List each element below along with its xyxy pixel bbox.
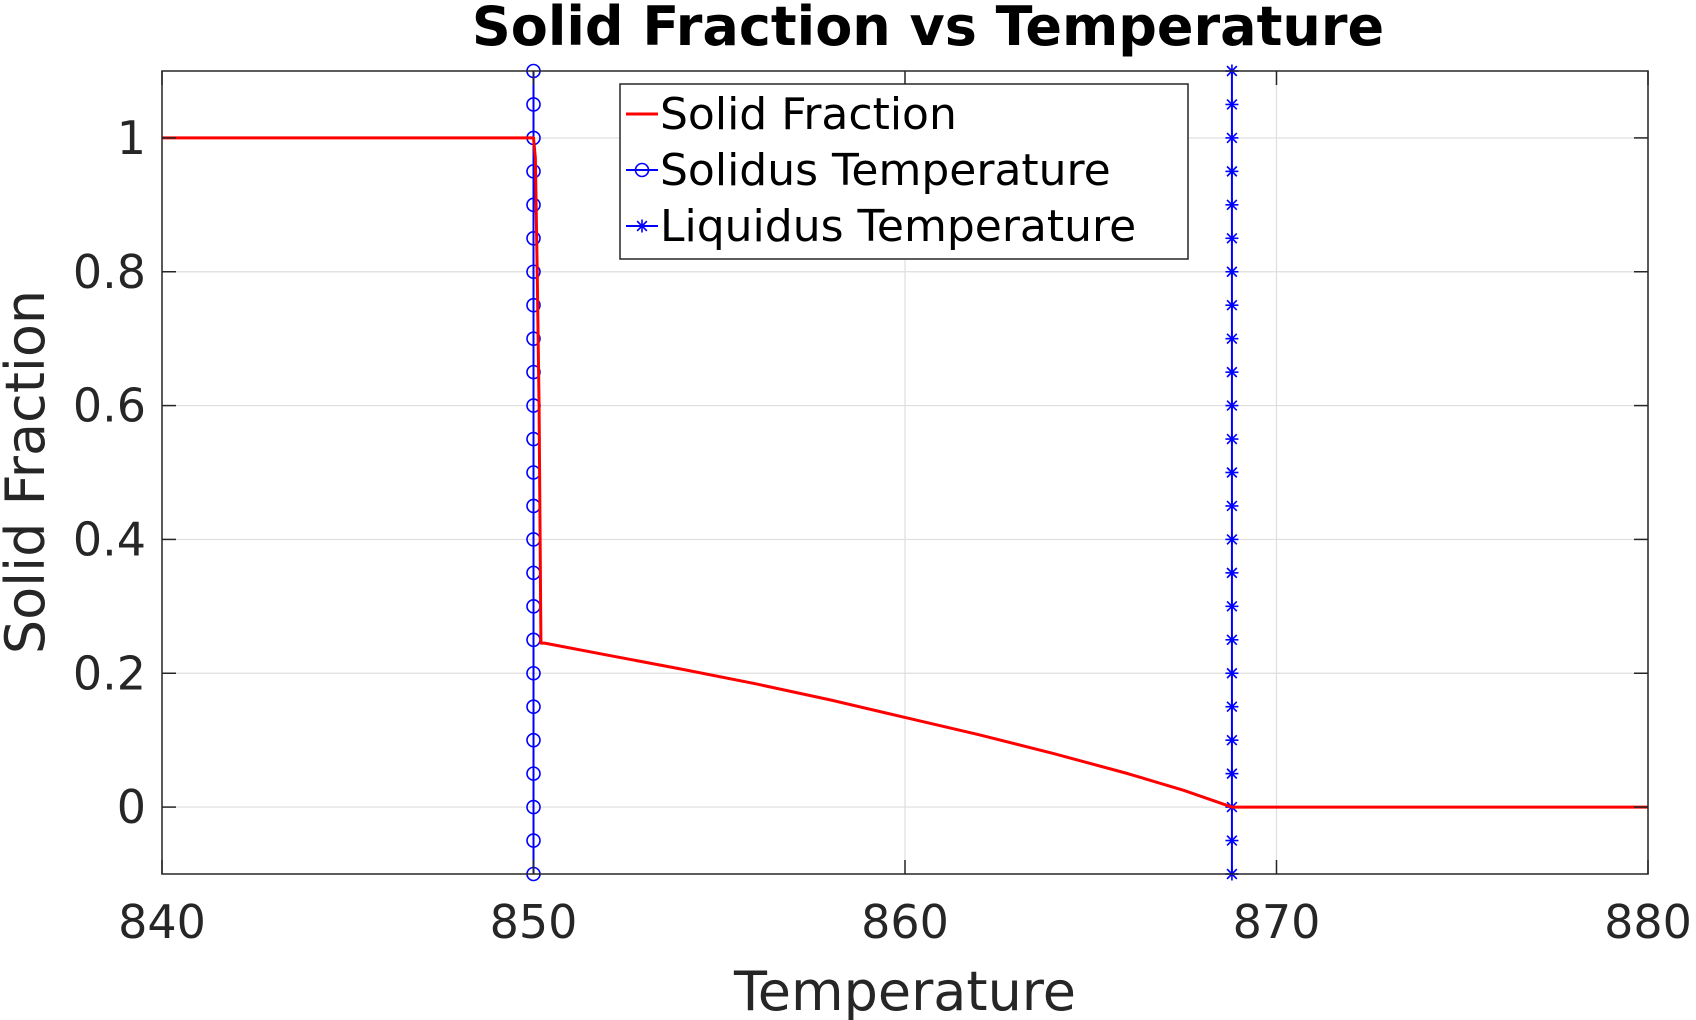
data-point-marker <box>526 732 541 748</box>
data-point-marker <box>526 331 541 346</box>
data-point-marker <box>1225 700 1239 714</box>
legend-item: Solid Fraction <box>626 89 957 140</box>
data-point-marker <box>526 799 541 815</box>
data-point-marker <box>1225 332 1239 346</box>
legend-label: Solid Fraction <box>660 89 957 140</box>
data-point-marker <box>526 833 541 848</box>
data-point-marker <box>1225 733 1239 747</box>
data-point-marker <box>1225 532 1239 546</box>
y-tick-label: 0.2 <box>73 646 146 700</box>
legend-item: Solidus Temperature <box>626 145 1111 196</box>
series-solid-fraction <box>162 136 1648 809</box>
legend-label: Liquidus Temperature <box>660 201 1136 252</box>
y-tick-label: 0.4 <box>73 512 146 566</box>
data-point-marker <box>1225 164 1239 178</box>
data-point-marker <box>526 164 541 179</box>
legend-marker <box>635 219 649 233</box>
x-tick-label: 870 <box>1233 895 1321 949</box>
data-point-marker <box>1225 834 1239 848</box>
data-point-marker <box>1225 399 1239 413</box>
x-tick-label: 880 <box>1604 895 1692 949</box>
x-axis-label: Temperature <box>733 960 1076 1020</box>
data-point-marker <box>526 665 541 681</box>
data-point-marker <box>526 297 541 313</box>
data-point-marker <box>1225 432 1239 446</box>
legend-label: Solidus Temperature <box>660 145 1111 196</box>
data-point-marker <box>1225 466 1239 479</box>
chart-title: Solid Fraction vs Temperature <box>472 0 1384 58</box>
y-tick-label: 0.6 <box>73 379 146 433</box>
data-point-marker <box>1225 265 1239 279</box>
series-liquidus-temperature <box>1225 64 1239 881</box>
data-point-marker <box>1225 599 1239 613</box>
data-point-marker <box>1225 131 1239 145</box>
series-layer <box>162 63 1648 882</box>
series-solidus-temperature <box>526 63 541 882</box>
data-point-marker <box>1225 767 1239 781</box>
data-point-marker <box>1225 97 1239 111</box>
y-tick-label: 1 <box>117 111 146 165</box>
data-point-marker <box>526 264 541 280</box>
legend-box <box>619 83 1189 260</box>
data-point-marker <box>526 97 541 112</box>
y-tick-label: 0 <box>117 780 146 834</box>
data-point-marker <box>1225 633 1239 647</box>
x-tick-label: 860 <box>861 895 949 949</box>
legend-marker <box>634 162 650 178</box>
data-point-marker <box>1225 365 1239 379</box>
series-line <box>162 136 1648 809</box>
data-point-marker <box>1225 298 1239 312</box>
data-point-marker <box>1225 666 1239 680</box>
axis-ticks: 840 850 860 870 880 0 0.2 0.4 0.6 0.8 1 <box>73 71 1692 949</box>
data-point-marker <box>1225 566 1239 580</box>
data-point-marker <box>1225 231 1239 245</box>
data-point-marker <box>1225 499 1239 513</box>
data-point-marker <box>526 766 541 781</box>
y-axis-label: Solid Fraction <box>0 290 57 654</box>
y-tick-label: 0.8 <box>73 245 146 299</box>
legend-item: Liquidus Temperature <box>626 201 1136 252</box>
x-tick-label: 840 <box>118 895 206 949</box>
x-tick-label: 850 <box>490 895 578 949</box>
data-point-marker <box>526 230 541 246</box>
data-point-marker <box>1225 198 1239 212</box>
data-point-marker <box>526 197 541 213</box>
data-point-marker <box>526 699 541 715</box>
